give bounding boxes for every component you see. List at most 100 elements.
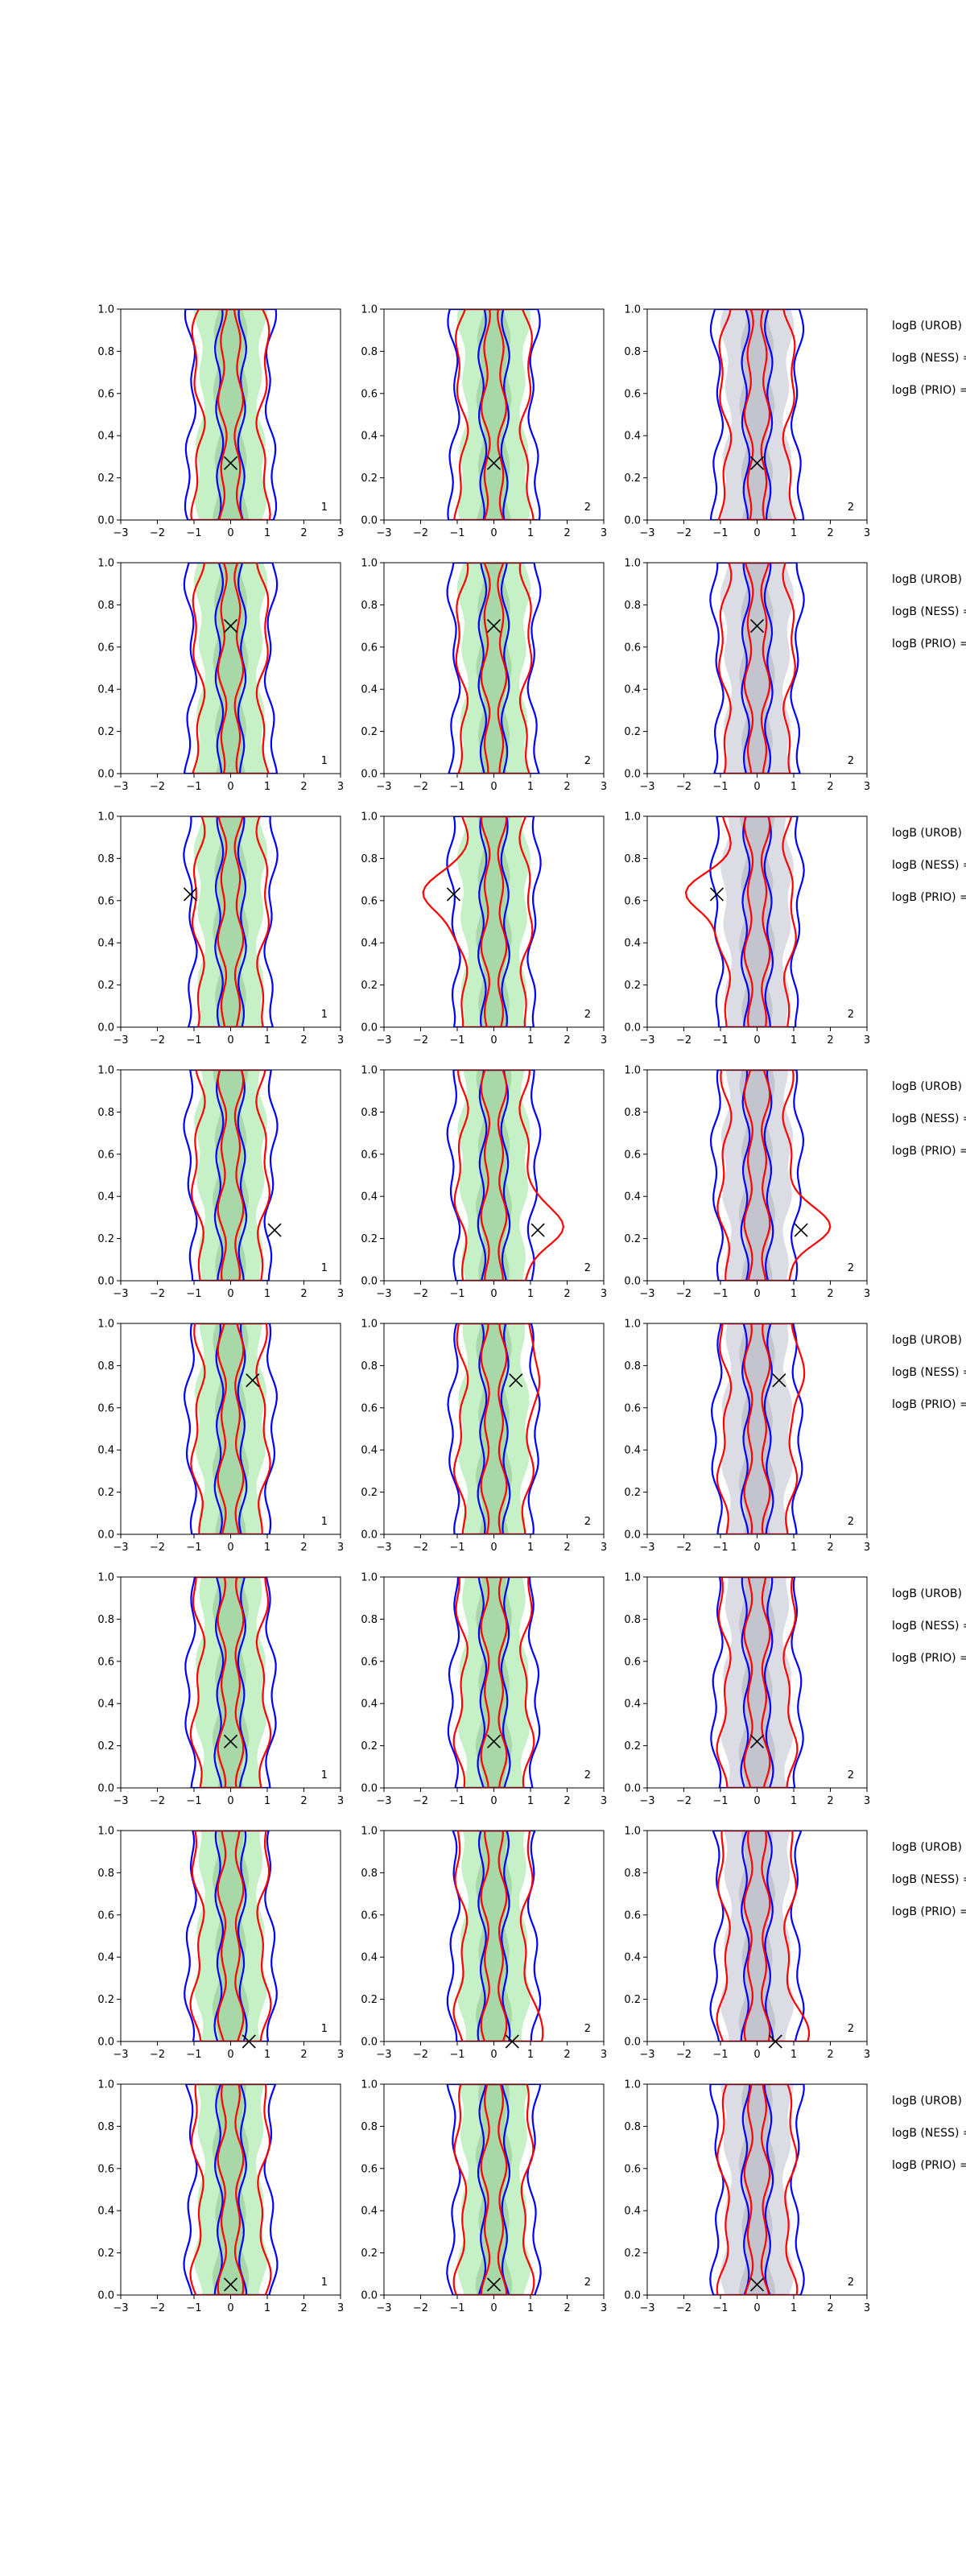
x-tick-label: −3 bbox=[639, 1034, 654, 1046]
red-outer-contour bbox=[718, 563, 796, 774]
x-tick-label: 1 bbox=[791, 2049, 797, 2061]
y-tick-label: 0.6 bbox=[97, 895, 114, 907]
blue-inner-contour bbox=[740, 1831, 774, 2041]
x-tick-label: 2 bbox=[827, 1288, 833, 1300]
blue-inner-contour bbox=[477, 816, 510, 1027]
blue-outer-contour bbox=[183, 2084, 279, 2295]
y-tick-label: 0.2 bbox=[361, 1487, 378, 1499]
x-tick-label: 3 bbox=[864, 781, 870, 793]
x-tick-label: 2 bbox=[827, 1542, 833, 1554]
x-tick-label: −2 bbox=[676, 527, 691, 539]
panel-number: 2 bbox=[584, 1769, 591, 1781]
x-tick-label: −3 bbox=[639, 1288, 654, 1300]
y-tick-label: 0.0 bbox=[361, 769, 378, 781]
x-tick-label: −1 bbox=[186, 781, 201, 793]
panel-plot-area bbox=[447, 1577, 541, 1788]
x-marker bbox=[709, 887, 724, 902]
fill-inner bbox=[212, 2084, 250, 2295]
y-tick-label: 1.0 bbox=[97, 558, 114, 570]
x-marker bbox=[749, 1734, 765, 1748]
x-tick-label: −1 bbox=[186, 1034, 201, 1046]
x-tick-label: 1 bbox=[264, 527, 270, 539]
blue-outer-contour bbox=[446, 563, 542, 774]
x-tick-label: −1 bbox=[449, 527, 464, 539]
x-marker bbox=[486, 2277, 502, 2292]
blue-inner-contour bbox=[740, 2084, 774, 2295]
x-tick-label: 0 bbox=[490, 781, 497, 793]
y-tick-label: 0.2 bbox=[97, 1487, 114, 1499]
y-tick-label: 0.6 bbox=[624, 642, 641, 654]
x-tick-label: −3 bbox=[376, 527, 391, 539]
blue-outer-contour bbox=[183, 816, 279, 1027]
y-tick-label: 0.0 bbox=[624, 1022, 641, 1034]
x-tick-label: 1 bbox=[264, 1034, 270, 1046]
x-tick-label: −2 bbox=[413, 1542, 428, 1554]
x-tick-label: 3 bbox=[601, 1795, 607, 1807]
y-tick-label: 0.4 bbox=[97, 2206, 114, 2218]
panel-r6-c1: −3 −2 −1 0 1 2 3 0.0 0.2 0.4 0.6 0.8 1.0 1 bbox=[97, 1572, 344, 1808]
blue-outer-contour bbox=[184, 1323, 278, 1534]
red-outer-contour bbox=[716, 2084, 799, 2295]
y-tick-label: 0.2 bbox=[361, 980, 378, 992]
panel-number: 2 bbox=[584, 1262, 591, 1274]
red-outer-contour bbox=[190, 309, 271, 520]
y-tick-label: 0.4 bbox=[624, 1699, 641, 1711]
red-outer-contour bbox=[189, 1831, 272, 2041]
x-tick-label: −2 bbox=[150, 1795, 165, 1807]
panel-number: 2 bbox=[584, 1009, 591, 1021]
y-tick-label: 0.6 bbox=[361, 1402, 378, 1414]
y-tick-label: 0.4 bbox=[97, 431, 114, 443]
panel-plot-area bbox=[710, 1577, 804, 1788]
y-tick-label: 0.8 bbox=[624, 346, 641, 358]
y-tick-label: 0.0 bbox=[624, 1530, 641, 1542]
x-marker bbox=[509, 1373, 523, 1388]
y-tick-label: 0.2 bbox=[97, 2248, 114, 2260]
x-tick-label: 3 bbox=[337, 1034, 344, 1046]
y-tick-label: 0.4 bbox=[624, 1191, 641, 1203]
panel-number: 1 bbox=[321, 1262, 328, 1274]
blue-inner-contour bbox=[740, 1070, 774, 1281]
panel-number: 2 bbox=[848, 2277, 854, 2289]
y-tick-label: 0.8 bbox=[97, 1107, 114, 1119]
x-tick-label: 1 bbox=[527, 1795, 534, 1807]
y-tick-label: 0.0 bbox=[97, 1022, 114, 1034]
x-tick-label: 3 bbox=[601, 2302, 607, 2314]
blue-outer-contour bbox=[710, 1577, 804, 1788]
x-tick-label: 3 bbox=[337, 2049, 344, 2061]
x-tick-label: −3 bbox=[113, 1034, 128, 1046]
y-tick-label: 1.0 bbox=[624, 304, 641, 316]
x-tick-label: 1 bbox=[264, 781, 270, 793]
fill-inner bbox=[212, 1577, 250, 1788]
panel-plot-area bbox=[684, 816, 805, 1027]
y-tick-label: 0.2 bbox=[624, 1233, 641, 1245]
x-tick-label: −1 bbox=[449, 2049, 464, 2061]
y-tick-label: 0.2 bbox=[361, 1233, 378, 1245]
x-tick-label: −1 bbox=[186, 527, 201, 539]
x-tick-label: 3 bbox=[864, 1795, 870, 1807]
row-side-label: logB (PRIO) = bbox=[892, 638, 966, 650]
red-inner-contour bbox=[480, 2084, 508, 2295]
x-tick-label: 3 bbox=[337, 781, 344, 793]
y-tick-label: 0.4 bbox=[361, 1191, 378, 1203]
x-tick-label: 0 bbox=[227, 1542, 233, 1554]
red-inner-contour bbox=[480, 1577, 508, 1788]
y-tick-label: 0.6 bbox=[624, 388, 641, 400]
x-tick-label: −2 bbox=[676, 781, 691, 793]
red-inner-contour bbox=[743, 563, 771, 774]
x-tick-label: −3 bbox=[113, 1542, 128, 1554]
y-tick-label: 0.0 bbox=[361, 2037, 378, 2049]
y-tick-label: 0.2 bbox=[97, 473, 114, 485]
x-tick-label: −1 bbox=[186, 1795, 201, 1807]
x-tick-label: −1 bbox=[449, 2302, 464, 2314]
x-tick-label: 0 bbox=[490, 2049, 497, 2061]
blue-inner-contour bbox=[214, 563, 247, 774]
panel-r3-c1: −3 −2 −1 0 1 2 3 0.0 0.2 0.4 0.6 0.8 1.0 1 bbox=[97, 811, 344, 1047]
row-side-label: logB (PRIO) = bbox=[892, 2159, 966, 2172]
panel-number: 2 bbox=[848, 2023, 854, 2035]
panel-number: 1 bbox=[321, 502, 328, 514]
row-side-label: logB (NESS) = bbox=[892, 352, 966, 365]
red-inner-contour bbox=[480, 816, 508, 1027]
x-tick-label: 0 bbox=[753, 527, 760, 539]
y-tick-label: 0.2 bbox=[624, 1487, 641, 1499]
red-outer-contour bbox=[684, 816, 797, 1027]
